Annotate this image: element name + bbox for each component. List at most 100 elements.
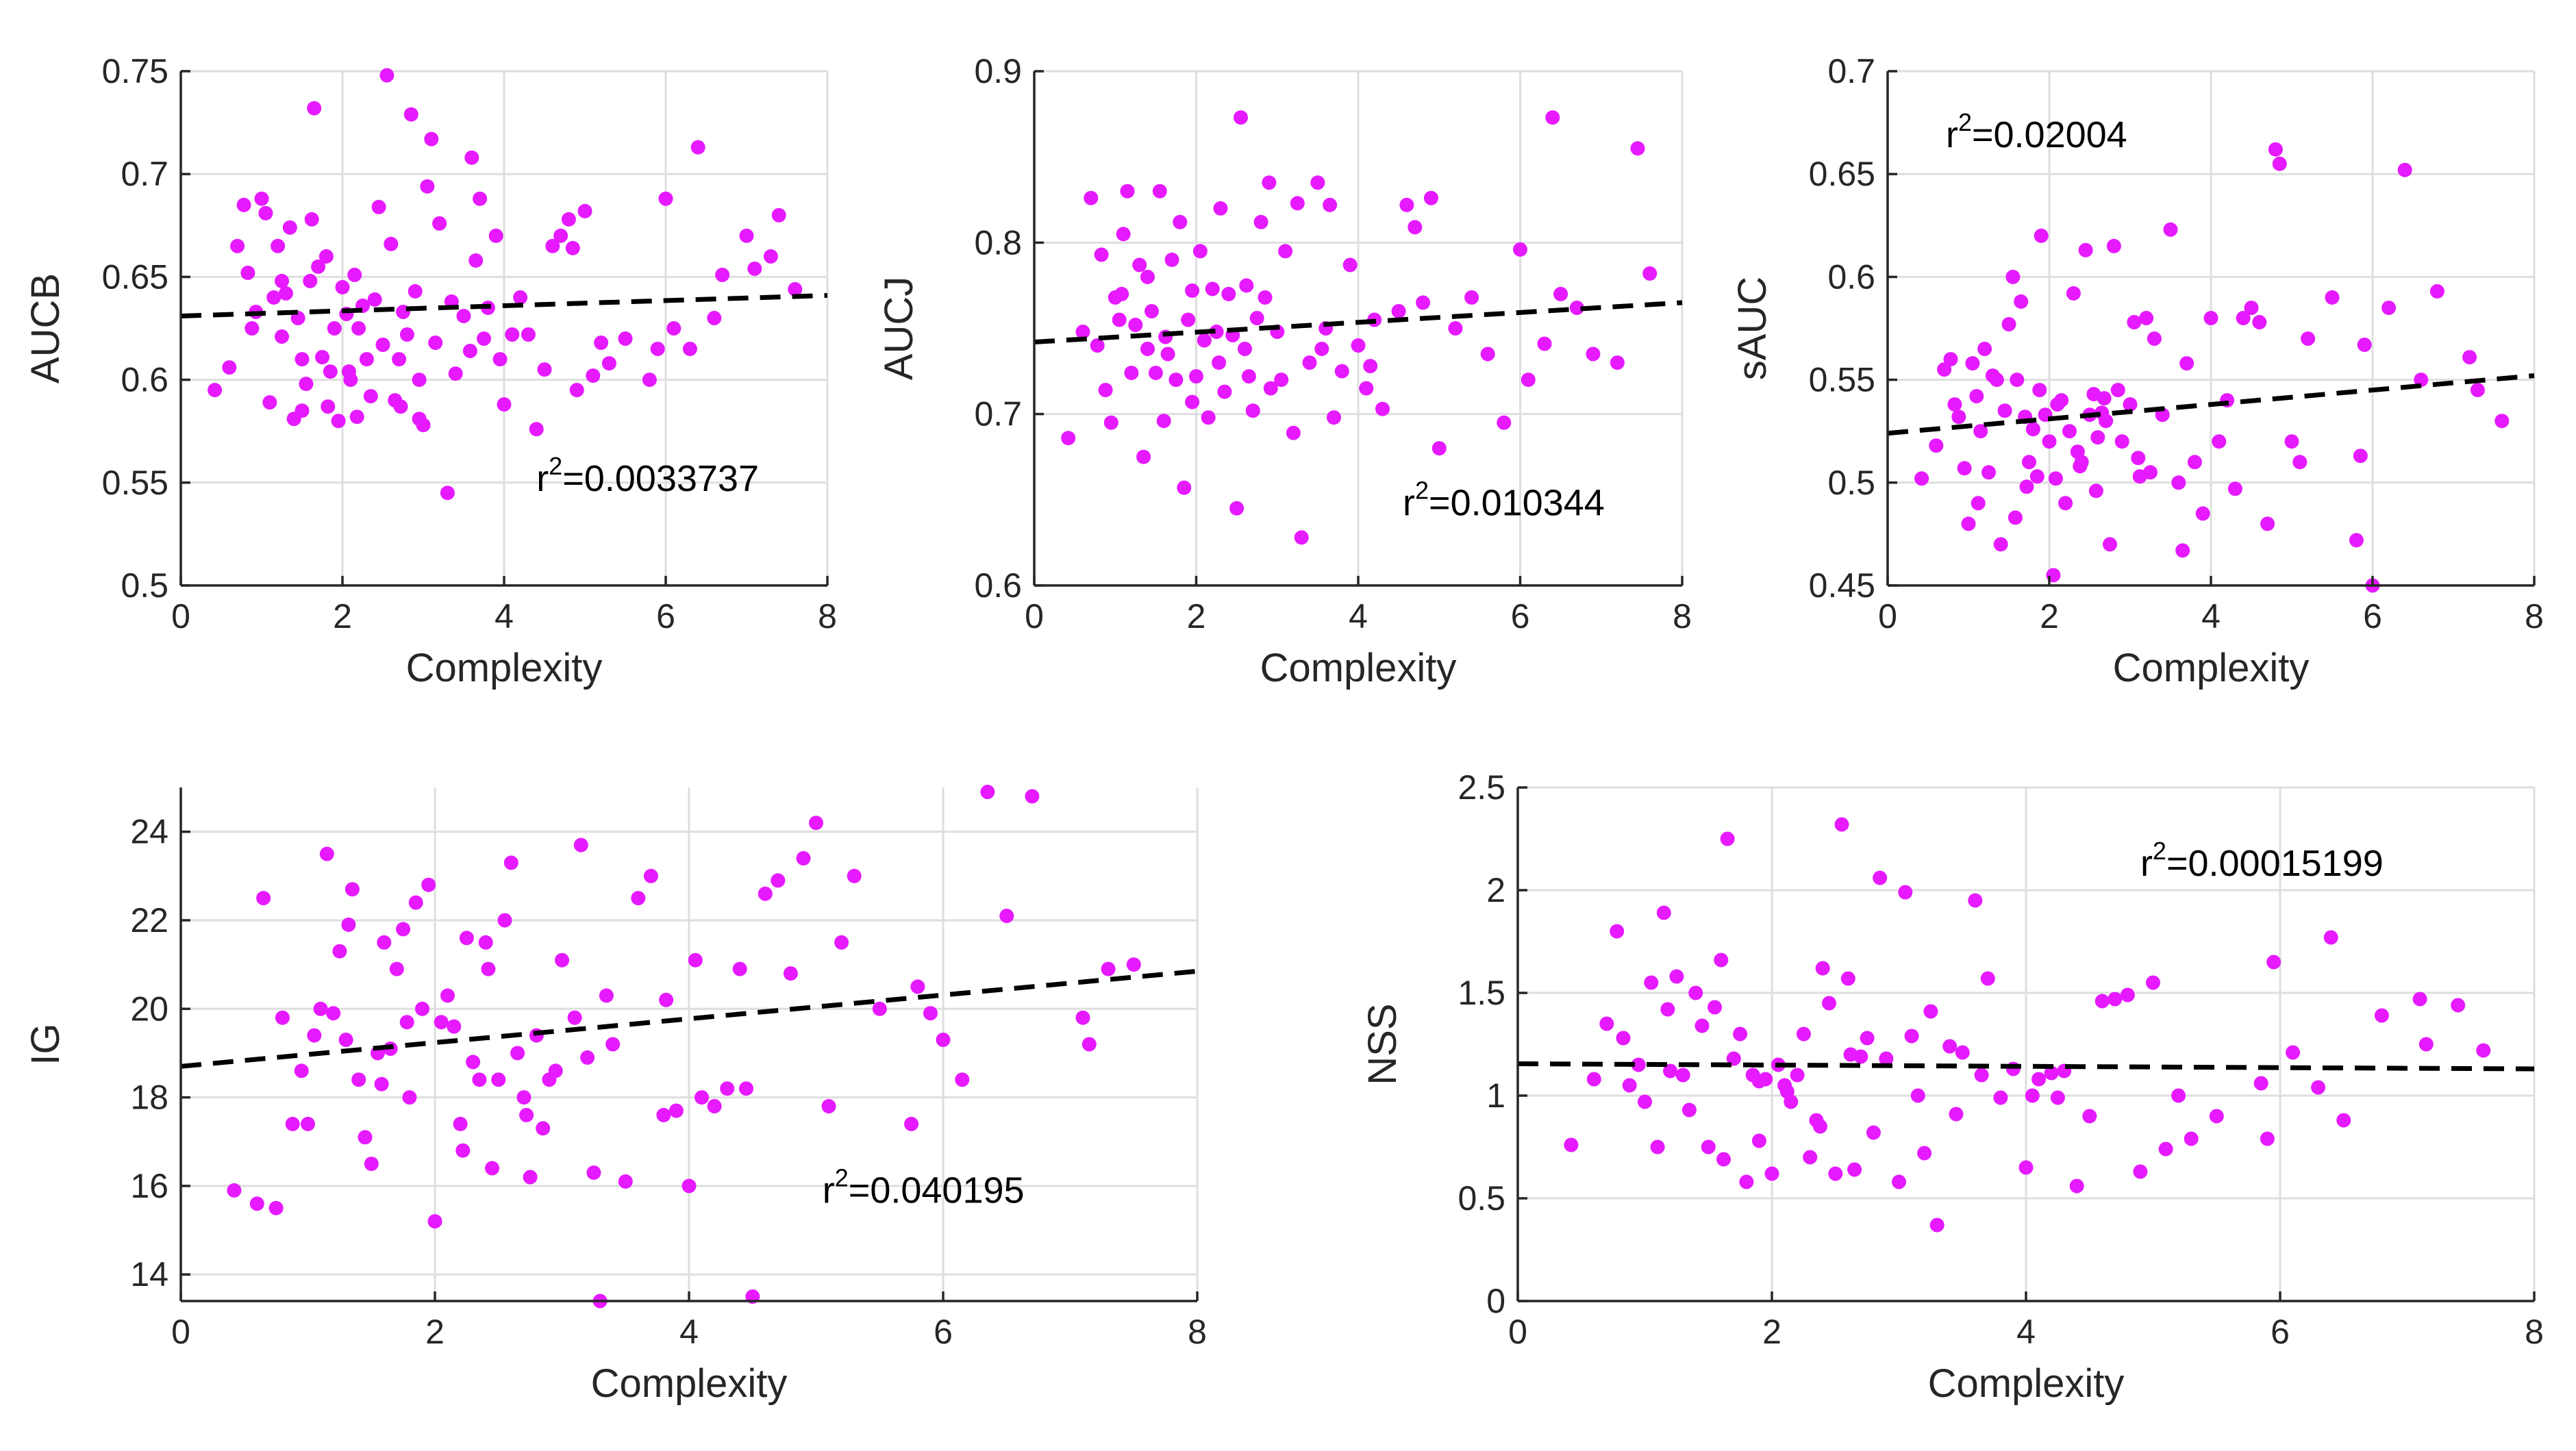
data-point	[2429, 283, 2444, 299]
data-point	[2010, 373, 2025, 388]
data-point	[1094, 247, 1109, 262]
data-point	[2462, 350, 2477, 365]
data-points	[227, 785, 1141, 1309]
data-point	[656, 1107, 671, 1122]
data-point	[2195, 506, 2210, 521]
data-point	[440, 988, 455, 1003]
data-point	[1586, 346, 1601, 362]
data-point	[1981, 465, 1996, 480]
data-point	[2158, 1141, 2173, 1157]
data-point	[364, 1157, 379, 1172]
data-point	[1739, 1174, 1754, 1189]
data-point	[399, 327, 414, 342]
data-point	[1128, 318, 1143, 332]
data-point	[420, 179, 435, 194]
data-point	[1423, 190, 1438, 205]
data-point	[1152, 184, 1167, 199]
y-tick-label: 0.65	[102, 257, 168, 296]
data-point	[1241, 369, 1256, 384]
data-point	[561, 212, 576, 227]
data-point	[459, 931, 474, 946]
x-tick-label: 0	[1878, 597, 1897, 635]
data-point	[521, 327, 536, 342]
data-point	[1197, 333, 1212, 348]
data-point	[1025, 789, 1040, 804]
x-tick-label: 8	[1188, 1313, 1207, 1351]
data-point	[618, 331, 633, 346]
data-point	[1610, 355, 1625, 370]
y-tick-label: 24	[130, 813, 168, 851]
y-tick-label: 0.6	[1827, 257, 1875, 296]
x-tick-label: 0	[171, 597, 190, 635]
fit-line	[180, 968, 1198, 1069]
data-point	[1569, 301, 1584, 315]
data-point	[1977, 342, 1992, 356]
data-point	[631, 891, 646, 906]
data-point	[2494, 414, 2510, 429]
data-point	[1201, 410, 1216, 425]
x-tick-label: 6	[2363, 597, 2382, 635]
data-point	[2139, 311, 2154, 325]
data-point	[1177, 480, 1192, 495]
data-point	[275, 273, 289, 288]
data-point	[763, 249, 778, 264]
data-point	[1616, 1031, 1631, 1046]
data-point	[1537, 336, 1552, 351]
data-point	[2286, 1045, 2301, 1060]
data-point	[2106, 238, 2121, 253]
data-point	[392, 352, 407, 367]
x-axis-title: Complexity	[1928, 1361, 2125, 1406]
data-point	[1263, 381, 1278, 396]
data-point	[2252, 315, 2267, 329]
data-point	[1642, 266, 1658, 281]
data-point	[2260, 516, 2275, 531]
data-point	[1965, 356, 1980, 371]
data-point	[2451, 998, 2466, 1013]
data-point	[980, 785, 995, 799]
data-point	[1929, 1217, 1944, 1233]
data-point	[1209, 325, 1224, 339]
data-point	[545, 238, 560, 253]
x-tick-label: 2	[1762, 1313, 1781, 1351]
data-points	[1564, 817, 2491, 1233]
data-point	[2044, 1065, 2059, 1081]
data-point	[2132, 469, 2147, 484]
data-point	[659, 992, 674, 1007]
y-tick-label: 0.6	[121, 361, 168, 399]
data-point	[275, 329, 289, 344]
data-point	[1974, 1068, 1989, 1083]
data-point	[311, 259, 326, 274]
data-point	[681, 1178, 697, 1194]
y-tick-label: 22	[130, 901, 168, 939]
data-point	[1716, 1152, 1731, 1167]
data-point	[399, 1015, 414, 1030]
data-point	[821, 1099, 836, 1113]
data-point	[999, 909, 1014, 923]
data-point	[1828, 1166, 1843, 1181]
data-point	[2131, 451, 2146, 466]
data-point	[301, 1116, 315, 1131]
data-point	[1408, 220, 1423, 235]
data-point	[1815, 961, 1830, 976]
data-point	[1879, 1051, 1894, 1066]
data-point	[307, 101, 322, 116]
data-point	[477, 331, 491, 346]
data-point	[1084, 190, 1099, 205]
r-squared-annotation: r2=0.010344	[1403, 476, 1605, 523]
data-point	[208, 383, 223, 398]
data-point	[2103, 537, 2117, 552]
data-point	[505, 327, 520, 342]
data-point	[1239, 278, 1254, 293]
data-point	[282, 220, 297, 235]
y-tick-label: 0.65	[1809, 155, 1875, 193]
grid	[179, 787, 1199, 1301]
data-point	[275, 1010, 290, 1025]
data-point	[2147, 331, 2162, 346]
data-point	[1234, 110, 1248, 125]
data-point	[497, 913, 512, 928]
data-point	[2034, 228, 2049, 243]
data-point	[236, 197, 251, 212]
data-point	[1314, 342, 1329, 356]
